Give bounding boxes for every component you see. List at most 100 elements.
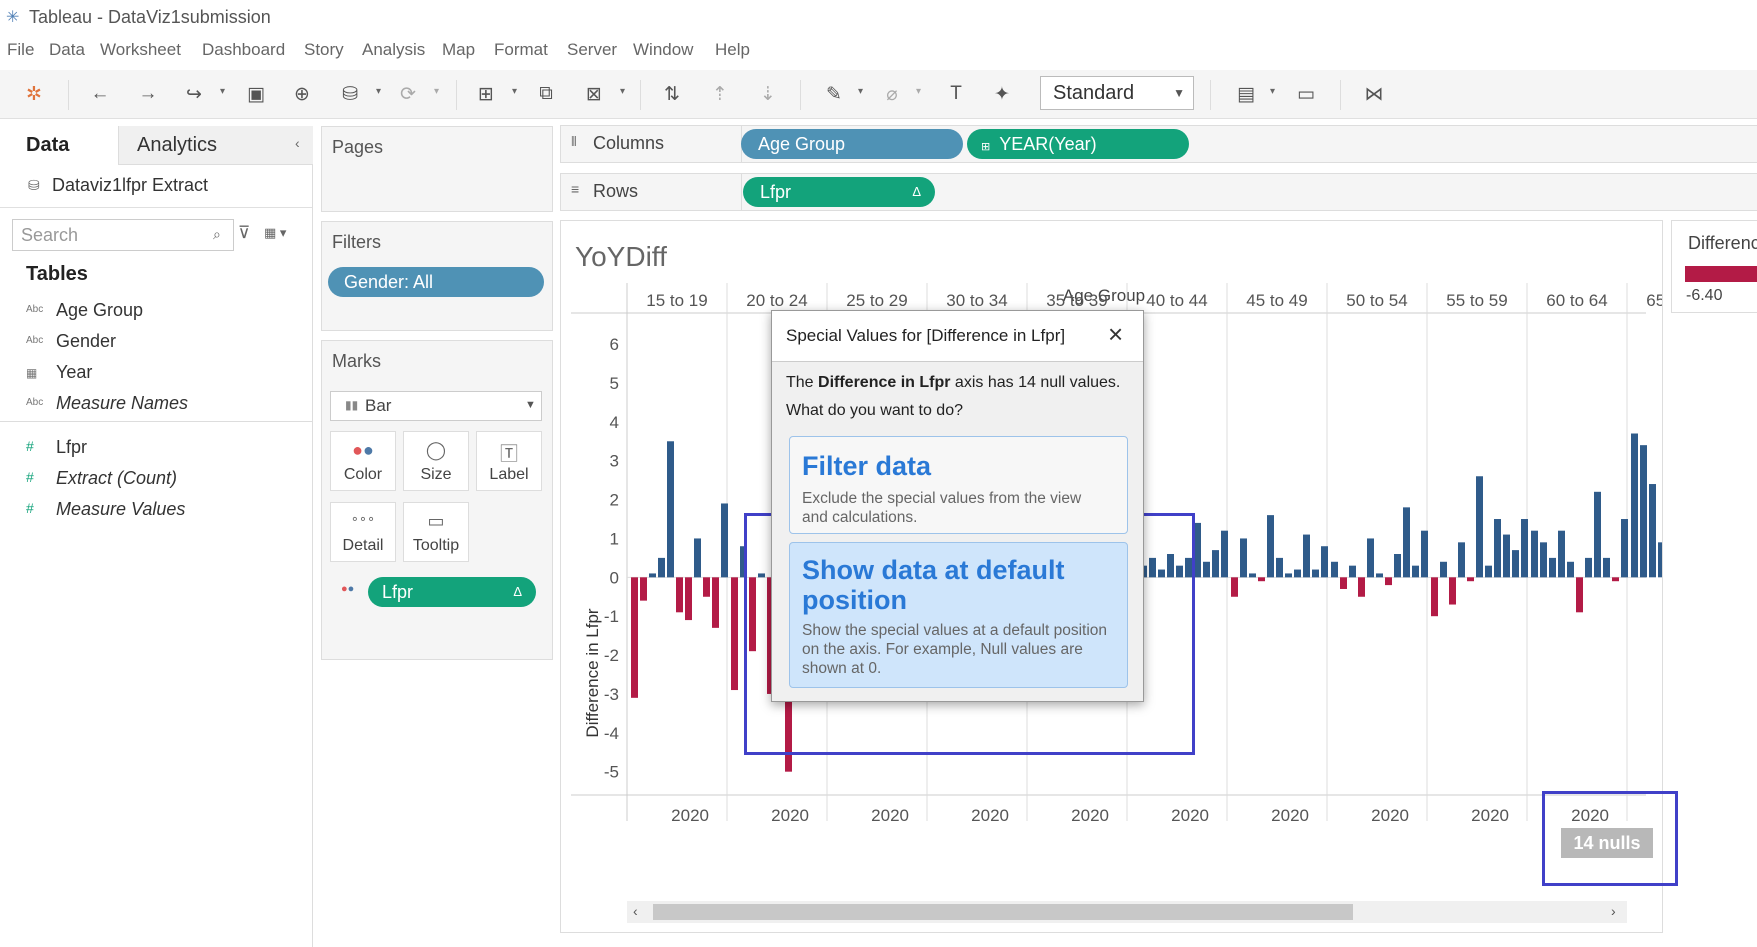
bar[interactable] bbox=[1485, 565, 1492, 578]
bar[interactable] bbox=[1185, 557, 1192, 578]
marks-detail-button[interactable]: ∘∘∘ Detail bbox=[330, 502, 396, 562]
menu-map[interactable]: Map bbox=[442, 40, 476, 59]
bar[interactable] bbox=[1549, 557, 1556, 578]
bar[interactable] bbox=[1640, 445, 1647, 578]
bar[interactable] bbox=[1431, 577, 1438, 617]
sort-ascending-icon[interactable]: ⇡ bbox=[712, 84, 728, 105]
marks-color-button[interactable]: ●● Color bbox=[330, 431, 396, 491]
bar[interactable] bbox=[1358, 577, 1365, 597]
bar[interactable] bbox=[1576, 577, 1583, 613]
filter-pill-gender[interactable]: Gender: All bbox=[328, 267, 544, 297]
bar[interactable] bbox=[1249, 573, 1256, 578]
menu-format[interactable]: Format bbox=[494, 40, 548, 59]
bar[interactable] bbox=[1421, 530, 1428, 578]
close-icon[interactable]: × bbox=[1108, 319, 1124, 349]
bar[interactable] bbox=[1221, 530, 1228, 578]
bar[interactable] bbox=[1449, 577, 1456, 605]
fit-dropdown[interactable]: Standard ▼ bbox=[1040, 76, 1194, 110]
fix-axes-icon[interactable]: ✦ bbox=[994, 84, 1010, 105]
bar[interactable] bbox=[1412, 565, 1419, 578]
menu-window[interactable]: Window bbox=[633, 40, 694, 59]
bar[interactable] bbox=[740, 546, 747, 578]
bar[interactable] bbox=[1494, 519, 1501, 578]
scroll-right-icon[interactable]: › bbox=[1611, 903, 1616, 919]
group-icon[interactable]: ⌀ bbox=[886, 84, 898, 105]
bar[interactable] bbox=[1258, 577, 1265, 582]
bar[interactable] bbox=[1440, 561, 1447, 578]
menu-story[interactable]: Story bbox=[304, 40, 344, 59]
menu-server[interactable]: Server bbox=[567, 40, 618, 59]
bar[interactable] bbox=[749, 577, 756, 652]
bar[interactable] bbox=[721, 503, 728, 578]
save-icon[interactable]: ▣ bbox=[247, 84, 265, 105]
share-icon[interactable]: ⋈ bbox=[1364, 84, 1384, 105]
bar[interactable] bbox=[1167, 554, 1174, 578]
rows-pill-lfpr[interactable]: Lfpr Δ bbox=[743, 177, 935, 207]
bar[interactable] bbox=[712, 577, 719, 628]
bar[interactable] bbox=[1512, 550, 1519, 578]
bar[interactable] bbox=[1321, 546, 1328, 578]
marks-tooltip-button[interactable]: ▭ Tooltip bbox=[403, 502, 469, 562]
tab-data[interactable]: Data bbox=[0, 126, 118, 164]
bar[interactable] bbox=[1603, 557, 1610, 578]
bar[interactable] bbox=[1540, 542, 1547, 578]
bar[interactable] bbox=[1531, 530, 1538, 578]
undo-icon[interactable]: ← bbox=[90, 83, 110, 104]
bar[interactable] bbox=[1312, 569, 1319, 578]
bar[interactable] bbox=[1212, 550, 1219, 578]
bar[interactable] bbox=[1612, 577, 1619, 582]
bar[interactable] bbox=[658, 557, 665, 578]
menu-file[interactable]: File bbox=[7, 40, 35, 59]
bar[interactable] bbox=[685, 577, 692, 621]
bar[interactable] bbox=[1467, 577, 1474, 582]
menu-data[interactable]: Data bbox=[49, 40, 85, 59]
bar[interactable] bbox=[1521, 519, 1528, 578]
bar[interactable] bbox=[1585, 557, 1592, 578]
bar[interactable] bbox=[1176, 565, 1183, 578]
bar-chart[interactable]: YoYDiff Age Group Difference in Lfpr 6 5 4… bbox=[561, 221, 1662, 932]
pages-card[interactable]: Pages bbox=[321, 126, 553, 212]
bar[interactable] bbox=[1203, 561, 1210, 578]
marks-pill-lfpr[interactable]: Lfpr Δ bbox=[368, 577, 536, 607]
new-worksheet-icon[interactable]: ⊞ bbox=[478, 84, 494, 105]
replay-icon[interactable]: ↪ bbox=[186, 84, 202, 105]
menu-help[interactable]: Help bbox=[715, 40, 750, 59]
bar[interactable] bbox=[1240, 538, 1247, 578]
bar[interactable] bbox=[1340, 577, 1347, 589]
collapse-icon[interactable]: ‹ bbox=[295, 135, 300, 151]
bar[interactable] bbox=[1158, 569, 1165, 578]
search-input[interactable]: Search ⌕ bbox=[12, 219, 234, 251]
bar[interactable] bbox=[667, 441, 674, 578]
menu-worksheet[interactable]: Worksheet bbox=[100, 40, 181, 59]
bar[interactable] bbox=[1349, 565, 1356, 578]
bar[interactable] bbox=[1631, 433, 1638, 578]
view-options-icon[interactable]: ▦ ▾ bbox=[264, 225, 287, 240]
bar[interactable] bbox=[767, 577, 774, 694]
bar[interactable] bbox=[1385, 577, 1392, 586]
bar[interactable] bbox=[1367, 538, 1374, 578]
bar[interactable] bbox=[1403, 507, 1410, 578]
bar[interactable] bbox=[1503, 534, 1510, 578]
horizontal-scrollbar[interactable]: ‹ › bbox=[627, 901, 1627, 923]
bar[interactable] bbox=[676, 577, 683, 613]
bar[interactable] bbox=[731, 577, 738, 691]
scroll-left-icon[interactable]: ‹ bbox=[633, 903, 638, 919]
bar[interactable] bbox=[1621, 519, 1628, 578]
bar[interactable] bbox=[1394, 554, 1401, 578]
bar[interactable] bbox=[1149, 557, 1156, 578]
presentation-icon[interactable]: ▭ bbox=[1297, 84, 1315, 105]
bar[interactable] bbox=[1303, 534, 1310, 578]
bar[interactable] bbox=[1376, 573, 1383, 578]
columns-pill-age-group[interactable]: Age Group bbox=[741, 129, 963, 159]
bar[interactable] bbox=[640, 577, 647, 601]
tableau-home-icon[interactable]: ✲ bbox=[26, 84, 42, 105]
bar[interactable] bbox=[1294, 569, 1301, 578]
bar[interactable] bbox=[1331, 561, 1338, 578]
redo-icon[interactable]: → bbox=[138, 83, 158, 104]
filter-data-option[interactable]: Filter data Exclude the special values f… bbox=[789, 436, 1128, 534]
bar[interactable] bbox=[758, 573, 765, 578]
mark-type-dropdown[interactable]: ▮▮ Bar ▼ bbox=[330, 391, 542, 421]
bar[interactable] bbox=[1476, 476, 1483, 578]
bar[interactable] bbox=[1194, 522, 1201, 578]
show-cards-icon[interactable]: ▤ bbox=[1237, 84, 1255, 105]
